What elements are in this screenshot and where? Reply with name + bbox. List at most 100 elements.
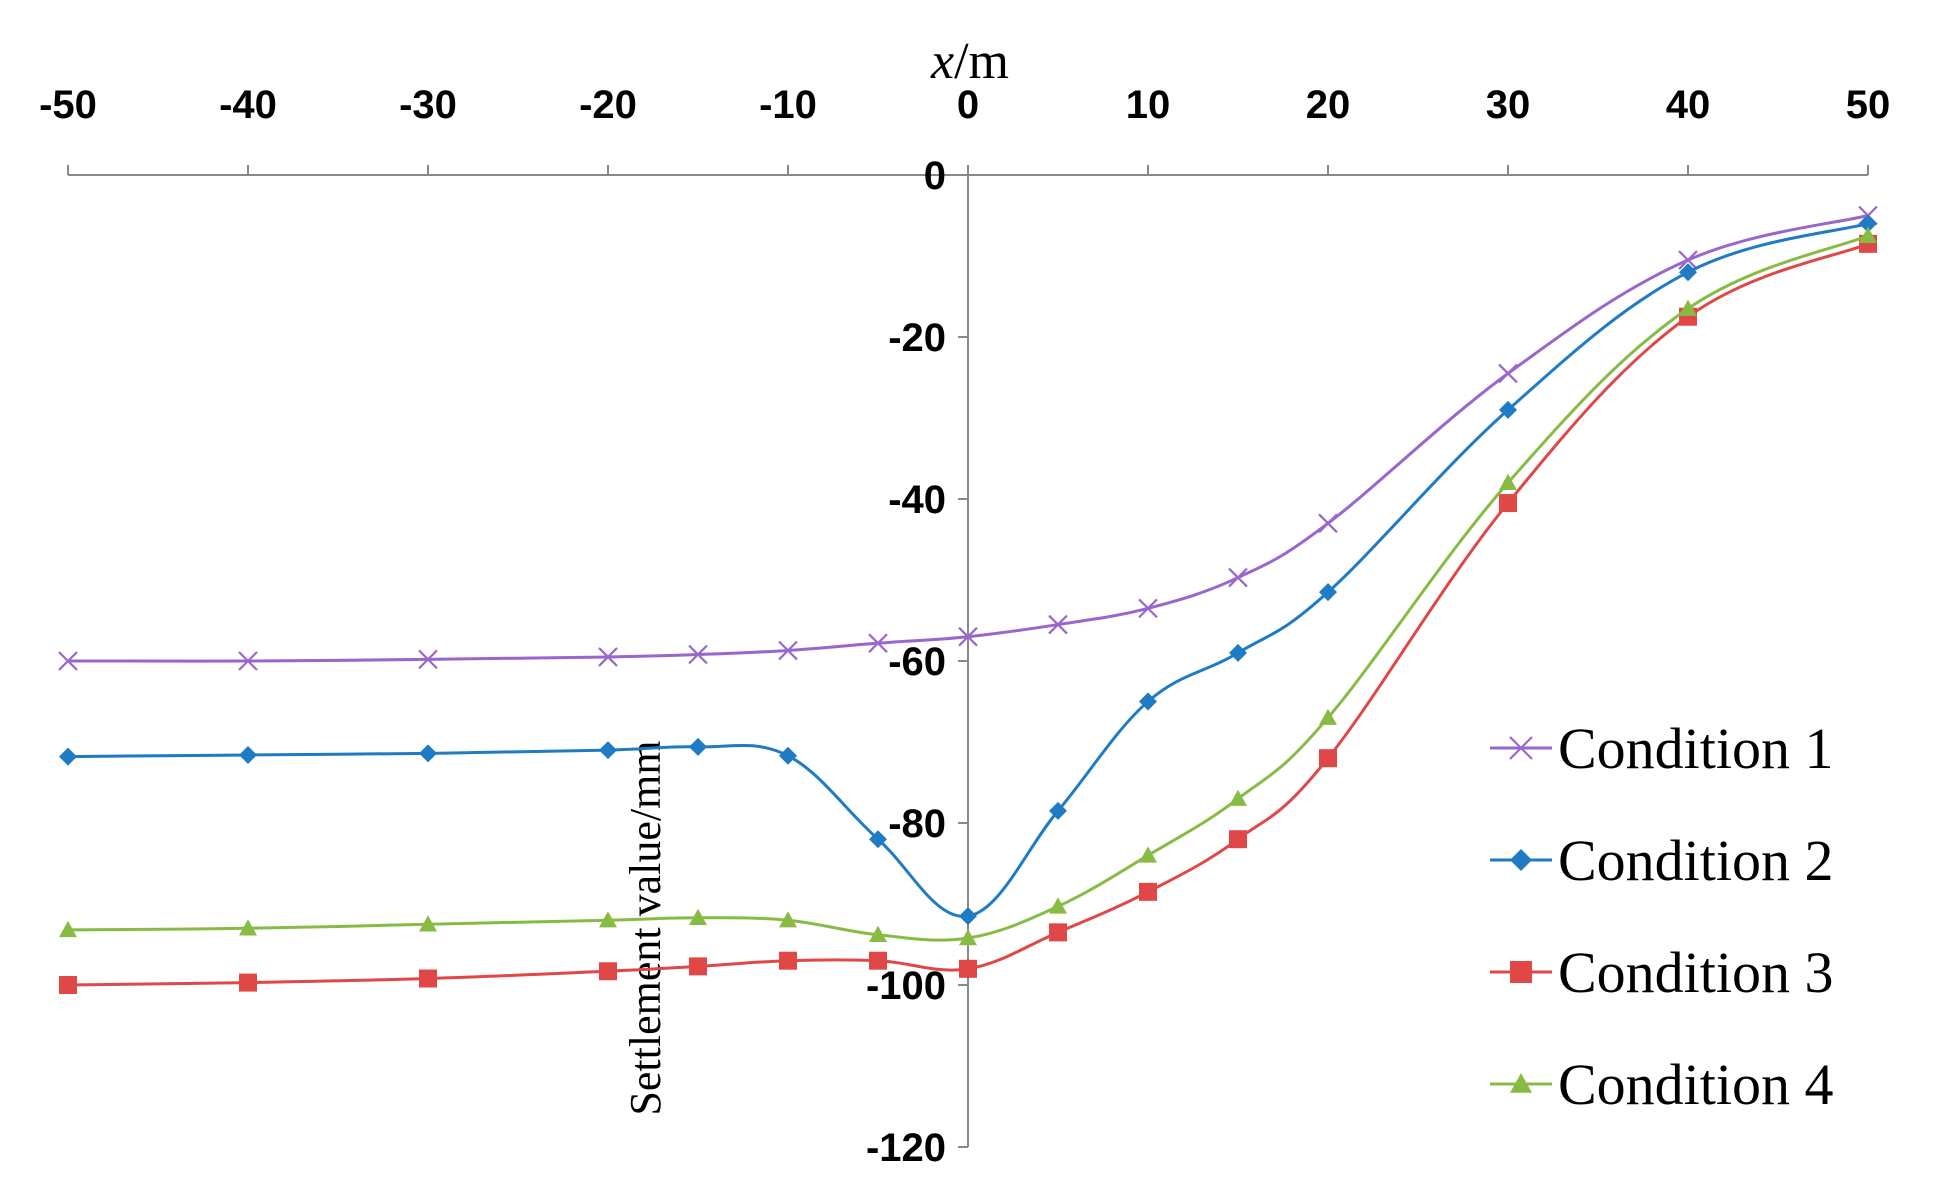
legend-item-condition-2: Condition 2 <box>1490 828 1834 893</box>
data-point-triangle <box>689 908 707 925</box>
data-point-square <box>59 976 77 994</box>
data-point-diamond <box>1319 583 1337 602</box>
data-point-diamond <box>1139 692 1157 711</box>
x-tick-label: 10 <box>1126 83 1171 127</box>
data-point-square <box>869 951 887 970</box>
data-point-square <box>599 962 617 981</box>
data-point-square <box>1229 830 1247 849</box>
data-point-x <box>1678 250 1698 270</box>
y-tick-label: -60 <box>888 640 946 684</box>
data-point-triangle <box>1319 708 1337 725</box>
legend-label: Condition 4 <box>1558 1052 1834 1117</box>
legend-marker-triangle <box>1510 1073 1532 1093</box>
data-point-triangle <box>1139 846 1157 863</box>
x-tick-label: -50 <box>39 83 97 127</box>
data-point-triangle <box>959 929 977 946</box>
x-tick-label: 30 <box>1486 83 1531 127</box>
legend: Condition 1 Condition 2 Condition 3 Conditi… <box>1490 716 1834 1117</box>
data-point-triangle <box>59 920 77 938</box>
x-tick-label: -30 <box>399 83 457 127</box>
x-tick-label: -20 <box>579 83 637 127</box>
x-axis-title-unit: /m <box>954 33 1009 90</box>
data-point-x <box>598 647 618 667</box>
x-axis-title-var: x <box>930 33 954 90</box>
series-layer <box>58 205 1878 994</box>
legend-item-condition-4: Condition 4 <box>1490 1052 1834 1117</box>
x-tick-label: 20 <box>1306 83 1351 127</box>
data-point-triangle <box>239 919 257 936</box>
data-point-square <box>419 969 437 988</box>
data-point-triangle <box>869 925 887 942</box>
data-point-square <box>1049 923 1067 942</box>
data-point-diamond <box>869 830 887 849</box>
y-axis-title: Settlement value/mm <box>621 740 670 1115</box>
data-point-x <box>778 640 798 661</box>
data-point-diamond <box>1679 263 1697 282</box>
legend-item-condition-3: Condition 3 <box>1490 940 1834 1005</box>
x-axis: -50 -40 -30 -20 -10 0 10 20 30 40 50 <box>39 83 1891 176</box>
legend-label: Condition 3 <box>1558 940 1834 1005</box>
data-point-square <box>1139 882 1157 901</box>
data-point-diamond <box>1859 214 1877 233</box>
data-point-x <box>1048 614 1068 635</box>
data-point-diamond <box>419 744 437 763</box>
x-tick-label: 0 <box>957 83 979 127</box>
legend-label: Condition 1 <box>1558 716 1834 781</box>
data-point-triangle <box>1679 299 1697 316</box>
y-tick-label: -120 <box>866 1126 946 1170</box>
data-point-diamond <box>779 746 797 765</box>
data-point-square <box>689 957 707 976</box>
legend-label: Condition 2 <box>1558 828 1834 893</box>
data-point-diamond <box>599 741 617 760</box>
data-point-triangle <box>1049 897 1067 914</box>
data-point-x <box>1228 567 1248 588</box>
data-point-square <box>239 973 257 992</box>
data-point-diamond <box>1049 801 1067 820</box>
series-condition-1 <box>58 205 1878 671</box>
data-point-triangle <box>599 911 617 928</box>
data-point-square <box>959 959 977 978</box>
data-point-x <box>1498 363 1518 384</box>
data-point-x <box>58 651 78 671</box>
data-point-diamond <box>1499 400 1517 419</box>
data-point-triangle <box>1859 226 1877 243</box>
data-point-triangle <box>1499 473 1517 490</box>
y-axis: 0 -20 -40 -60 -80 -100 -120 <box>866 154 969 1170</box>
y-tick-label: -40 <box>888 478 946 522</box>
data-point-x <box>688 644 708 665</box>
data-point-x <box>418 649 438 670</box>
legend-marker-diamond <box>1510 849 1532 871</box>
data-point-diamond <box>239 745 257 764</box>
data-point-triangle <box>779 911 797 928</box>
data-point-square <box>1499 494 1517 513</box>
series-line <box>67 242 1869 987</box>
data-point-x <box>958 626 978 647</box>
legend-marker-x <box>1509 736 1533 760</box>
x-tick-label: -10 <box>759 83 817 127</box>
data-point-diamond <box>959 907 977 926</box>
series-condition-2 <box>59 214 1877 926</box>
data-point-diamond <box>59 747 77 766</box>
y-tick-label: -100 <box>866 964 946 1008</box>
data-point-diamond <box>689 737 707 756</box>
x-tick-label: -40 <box>219 83 277 127</box>
y-tick-label: -20 <box>888 316 946 360</box>
legend-marker-square <box>1510 961 1532 983</box>
y-tick-label: 0 <box>924 154 946 198</box>
data-point-triangle <box>1229 789 1247 806</box>
legend-item-condition-1: Condition 1 <box>1490 716 1834 781</box>
data-point-triangle <box>419 915 437 932</box>
series-condition-3 <box>59 234 1877 994</box>
data-point-diamond <box>1229 643 1247 662</box>
x-tick-label: 50 <box>1846 83 1891 127</box>
data-point-x <box>238 651 258 671</box>
x-axis-title: x/m <box>930 33 1009 90</box>
data-point-x <box>1318 513 1338 534</box>
x-tick-label: 40 <box>1666 83 1711 127</box>
data-point-x <box>868 633 888 653</box>
y-tick-label: -80 <box>888 802 946 846</box>
data-point-square <box>1319 749 1337 768</box>
data-point-x <box>1138 598 1158 619</box>
series-condition-4 <box>59 226 1877 946</box>
